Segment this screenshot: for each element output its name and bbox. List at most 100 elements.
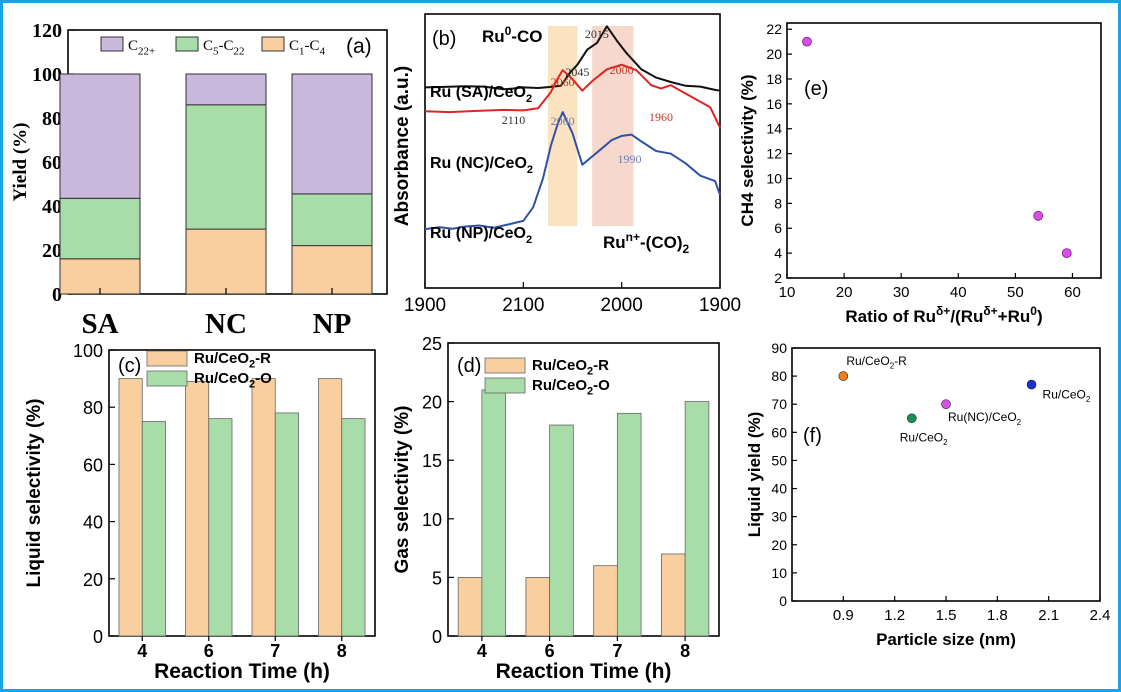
panel-c-ytick-label: 60 — [83, 455, 103, 475]
panel-f-point-label-part-1: 2 — [943, 438, 948, 447]
panel-a-legend-swatch — [261, 36, 285, 52]
panel-f-ytick-label: 80 — [771, 368, 787, 384]
panel-c-bar-0 — [318, 378, 343, 637]
panel-f-ylabel: Liquid yield (%) — [745, 412, 764, 538]
panel-b-run-label-part-0: Ru — [603, 233, 626, 252]
panel-a-legend-label: C1-C4 — [289, 38, 326, 58]
panel-f-xlabel: Particle size (nm) — [876, 630, 1016, 649]
panel-b-peak-label: 2060 — [551, 114, 575, 128]
panel-a-ytick-label: 100 — [32, 64, 62, 86]
panel-b-run-label-part-3: 2 — [683, 242, 690, 256]
panel-a-tag: (a) — [346, 35, 372, 58]
panel-e-xlabel-part-2: /(Ru — [950, 307, 983, 326]
panel-a-bar-C5-C22 — [185, 104, 267, 230]
panel-e-xlabel-part-3: δ+ — [983, 304, 997, 318]
panel-d-bar-0 — [457, 577, 483, 637]
panel-f-ytick-label: 90 — [771, 340, 787, 356]
panel-e-point — [1061, 248, 1072, 259]
panel-e-xlabel: Ratio of Ruδ+/(Ruδ++Ru0) — [845, 304, 1042, 326]
panel-b-series-0 — [424, 25, 721, 92]
panel-d-bar-1 — [616, 412, 642, 637]
panel-c-bar-1 — [341, 418, 366, 637]
panel-d-axes-frame — [447, 342, 720, 637]
panel-d-ytick-label: 15 — [422, 451, 442, 471]
panel-c-xtick-label: 8 — [337, 641, 347, 661]
panel-f-point-label-part-0: Ru/CeO — [900, 430, 943, 444]
panel-b-series-name-part-1: 2 — [526, 234, 532, 246]
panel-e-xlabel-part-5: 0 — [1030, 304, 1037, 318]
panel-f-ytick-label: 10 — [771, 565, 787, 581]
panel-a-ytick-label: 80 — [42, 108, 62, 130]
panel-e-ytick-label: 22 — [766, 21, 782, 37]
panel-a-legend-label-part-0: C — [203, 38, 213, 54]
panel-f-xtick-label: 0.9 — [833, 607, 854, 624]
panel-c-xlabel: Reaction Time (h) — [154, 660, 330, 683]
panel-d-xtick-label: 7 — [612, 641, 622, 661]
panel-f-ytick-label: 60 — [771, 424, 787, 440]
panel-f-point — [906, 413, 917, 424]
panel-f-ytick-label: 0 — [779, 593, 787, 609]
panel-b-axes-frame — [424, 13, 721, 289]
panel-b-ru0-label-part-1: 0 — [505, 24, 512, 38]
panel-a-bar-C5-C22 — [291, 193, 373, 247]
panel-b-ru0-label-part-2: -CO — [511, 27, 542, 46]
panel-c-tag: (c) — [118, 355, 141, 377]
panel-c-ytick-label: 100 — [73, 341, 103, 361]
panel-b-run-label-part-2: -(CO) — [640, 233, 682, 252]
panel-b-xtick-label: 1900 — [404, 295, 446, 316]
panel-f-ytick-label: 70 — [771, 396, 787, 412]
panel-f-point-label: Ru/CeO2-R — [846, 354, 907, 371]
panel-e-xtick-label: 20 — [836, 284, 853, 301]
panel-f-xtick-label: 2.4 — [1090, 607, 1111, 624]
panel-f-xtick-label: 1.2 — [884, 607, 905, 624]
panel-a-legend-label-part-0: C — [128, 38, 138, 54]
panel-e-axes-frame — [786, 22, 1102, 279]
panel-a-legend-label: C5-C22 — [203, 38, 245, 58]
panel-a-legend-label: C22+ — [128, 38, 155, 58]
panel-d-bar-0 — [661, 553, 686, 637]
panel-c: 0 20 40 60 80 100 4 6 7 8 Reaction Time (h) Liquid … — [24, 341, 376, 683]
panel-d-bar-0 — [593, 565, 618, 637]
panel-e-ytick-label: 16 — [766, 96, 782, 112]
panel-a-xtick-label: NP — [313, 308, 352, 340]
panel-f-ytick-label: 40 — [771, 481, 787, 497]
panel-b-run-label-part-1: n+ — [626, 230, 640, 244]
panel-f-point — [838, 371, 849, 381]
panel-a-bar-C1-C4 — [185, 228, 267, 295]
panel-e-ytick-label: 8 — [774, 195, 782, 211]
panel-c-legend-label-part-0: Ru/CeO — [194, 370, 249, 387]
panel-a-ytick-label: 20 — [42, 240, 62, 262]
panel-a-legend-label-part-1: 1 — [299, 46, 305, 58]
panel-d-ytick-label: 5 — [432, 568, 442, 588]
panel-b-peak-label: 1960 — [649, 110, 673, 124]
panel-c-bar-1 — [274, 412, 299, 637]
panel-d-legend-label: Ru/CeO2-R — [532, 357, 609, 378]
panel-a-ytick-label: 60 — [42, 152, 62, 174]
panel-b-xtick-label: 1900 — [699, 295, 741, 316]
panel-f-xtick-label: 2.1 — [1038, 607, 1059, 624]
panel-f-axes-frame — [791, 347, 1101, 602]
panel-b-series-name-part-1: 2 — [526, 93, 532, 105]
panel-b-run-label: Run+-(CO)2 — [603, 230, 690, 256]
panel-b-series-1 — [424, 63, 721, 129]
panel-b-series-name-part-1: 2 — [527, 164, 533, 176]
panel-c-legend-swatch — [146, 370, 188, 387]
panel-e-ytick-label: 10 — [766, 170, 782, 186]
panel-f-point-label-part-2: -R — [894, 354, 907, 368]
panel-e-xlabel-part-1: δ+ — [936, 304, 950, 318]
panel-a-bar-C22+ — [59, 73, 141, 199]
panel-e-ytick-label: 20 — [766, 46, 782, 62]
panel-e-xlabel-part-6: ) — [1037, 307, 1043, 326]
panel-f-point-label-part-1: 2 — [1086, 395, 1091, 404]
panel-c-legend-label: Ru/CeO2-R — [194, 350, 271, 371]
panel-f-xtick-label: 1.8 — [987, 607, 1008, 624]
panel-e-ytick-label: 6 — [774, 220, 782, 236]
panel-d-xtick-label: 8 — [680, 641, 690, 661]
panel-a-xtick-label: SA — [81, 308, 118, 340]
panel-b-peak-label: 2045 — [565, 65, 589, 79]
panel-c-ytick-label: 20 — [83, 570, 103, 590]
panel-c-bar-1 — [141, 421, 166, 637]
panel-c-legend-label-part-1: 2 — [249, 359, 255, 371]
panel-b-series-name-part-0: Ru (SA)/CeO — [430, 84, 526, 101]
